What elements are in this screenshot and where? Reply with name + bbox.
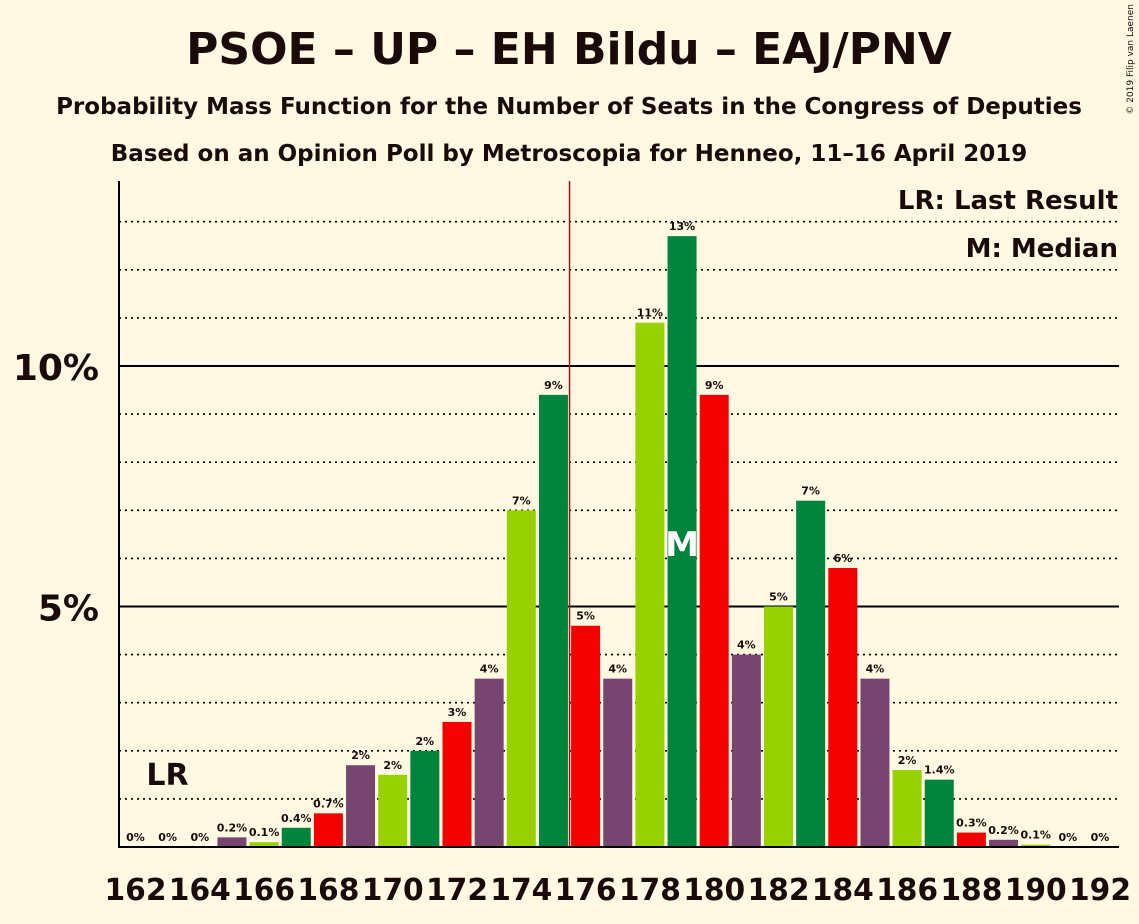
bar-value-label: 9% bbox=[705, 379, 724, 392]
bar-seat-175 bbox=[538, 394, 568, 847]
bar-value-label: 9% bbox=[544, 379, 563, 392]
y-tick-label: 5% bbox=[38, 589, 99, 630]
bar-seat-188 bbox=[956, 832, 986, 847]
bar-value-label: 7% bbox=[512, 494, 531, 507]
x-tick-label: 182 bbox=[748, 873, 810, 908]
bar-seat-185 bbox=[860, 678, 890, 847]
bar-value-label: 0.2% bbox=[988, 824, 1019, 837]
bar-seat-181 bbox=[731, 654, 761, 847]
bar-seat-189 bbox=[989, 839, 1019, 847]
bar-value-label: 0% bbox=[1091, 831, 1110, 844]
bar-seat-180 bbox=[699, 394, 729, 847]
median-marker: M bbox=[665, 525, 699, 565]
bar-seat-178 bbox=[635, 322, 665, 848]
bar-value-label: 11% bbox=[637, 307, 663, 320]
bar-seat-170 bbox=[378, 774, 408, 847]
x-tick-label: 192 bbox=[1069, 873, 1131, 908]
bar-value-label: 0% bbox=[190, 831, 209, 844]
bar-value-label: 0% bbox=[1059, 831, 1078, 844]
x-tick-label: 190 bbox=[1005, 873, 1067, 908]
bar-value-label: 13% bbox=[669, 220, 695, 233]
x-tick-label: 186 bbox=[876, 873, 938, 908]
bar-seat-179 bbox=[667, 236, 697, 847]
bar-value-label: 4% bbox=[608, 663, 627, 676]
bar-seat-176 bbox=[571, 625, 601, 847]
bar-seat-172 bbox=[442, 721, 472, 847]
bar-seat-167 bbox=[281, 827, 311, 847]
bar-seat-165 bbox=[217, 837, 247, 847]
bar-value-label: 5% bbox=[576, 610, 595, 623]
bar-value-label: 6% bbox=[833, 552, 852, 565]
bar-value-label: 2% bbox=[383, 759, 402, 772]
bar-value-label: 2% bbox=[351, 749, 370, 762]
bar-value-label: 0.2% bbox=[217, 821, 248, 834]
bar-value-label: 0% bbox=[158, 831, 177, 844]
bar-value-label: 0% bbox=[126, 831, 145, 844]
bar-value-label: 0.1% bbox=[1020, 829, 1051, 842]
bar-seat-182 bbox=[764, 606, 793, 847]
bar-value-label: 7% bbox=[801, 485, 820, 498]
bar-value-label: 0.7% bbox=[313, 797, 344, 810]
x-tick-label: 162 bbox=[105, 873, 167, 908]
bar-value-label: 4% bbox=[737, 639, 756, 652]
bar-seat-190 bbox=[1021, 844, 1051, 847]
x-tick-label: 170 bbox=[362, 873, 424, 908]
x-tick-label: 174 bbox=[490, 873, 552, 908]
legend-last-result: LR: Last Result bbox=[898, 186, 1118, 216]
bar-value-label: 4% bbox=[480, 663, 499, 676]
bar-seat-177 bbox=[603, 678, 633, 847]
x-tick-label: 188 bbox=[940, 873, 1002, 908]
x-tick-label: 178 bbox=[619, 873, 681, 908]
bar-value-label: 2% bbox=[416, 735, 435, 748]
bar-value-label: 1.4% bbox=[924, 764, 955, 777]
chart-subtitle: Probability Mass Function for the Number… bbox=[56, 94, 1082, 120]
x-tick-label: 176 bbox=[555, 873, 617, 908]
bar-seat-184 bbox=[828, 568, 858, 847]
axes: 5%10%162 164 166 168 170 172 174 176 178 180 182 18… bbox=[13, 181, 1131, 908]
bar-value-labels: 0% 0% 0%0.2% 0.1%0.4%0.7%2%2%2%3%4%7%9%5%4%… bbox=[126, 220, 1109, 844]
bar-seat-174 bbox=[506, 510, 536, 847]
x-tick-label: 168 bbox=[297, 873, 359, 908]
bar-seat-166 bbox=[249, 842, 279, 847]
bar-value-label: 0.1% bbox=[249, 826, 280, 839]
bar-value-label: 3% bbox=[448, 706, 467, 719]
legend-median: M: Median bbox=[966, 234, 1118, 264]
bar-seat-171 bbox=[410, 750, 440, 847]
bar-seat-173 bbox=[474, 678, 504, 847]
x-tick-label: 184 bbox=[812, 873, 874, 908]
x-tick-label: 172 bbox=[426, 873, 488, 908]
chart-title: PSOE – UP – EH Bildu – EAJ/PNV bbox=[186, 24, 952, 75]
bar-value-label: 4% bbox=[866, 663, 885, 676]
bar-value-label: 0.4% bbox=[281, 812, 312, 825]
x-tick-label: 180 bbox=[683, 873, 745, 908]
bar-value-label: 5% bbox=[769, 591, 788, 604]
x-tick-label: 164 bbox=[169, 873, 231, 908]
bar-value-label: 0.3% bbox=[956, 817, 987, 830]
x-tick-label: 166 bbox=[233, 873, 295, 908]
y-tick-label: 10% bbox=[13, 348, 99, 389]
chart-source: Based on an Opinion Poll by Metroscopia … bbox=[111, 141, 1028, 167]
bar-seat-187 bbox=[924, 779, 954, 847]
bar-seat-168 bbox=[313, 813, 343, 847]
bar-value-label: 2% bbox=[898, 754, 917, 767]
bar-seat-183 bbox=[796, 500, 826, 847]
bar-seat-169 bbox=[346, 765, 376, 847]
copyright-note: © 2019 Filip van Laenen bbox=[1126, 4, 1136, 115]
bars bbox=[217, 236, 1051, 848]
bar-seat-186 bbox=[892, 770, 922, 847]
last-result-marker: LR bbox=[146, 758, 188, 793]
